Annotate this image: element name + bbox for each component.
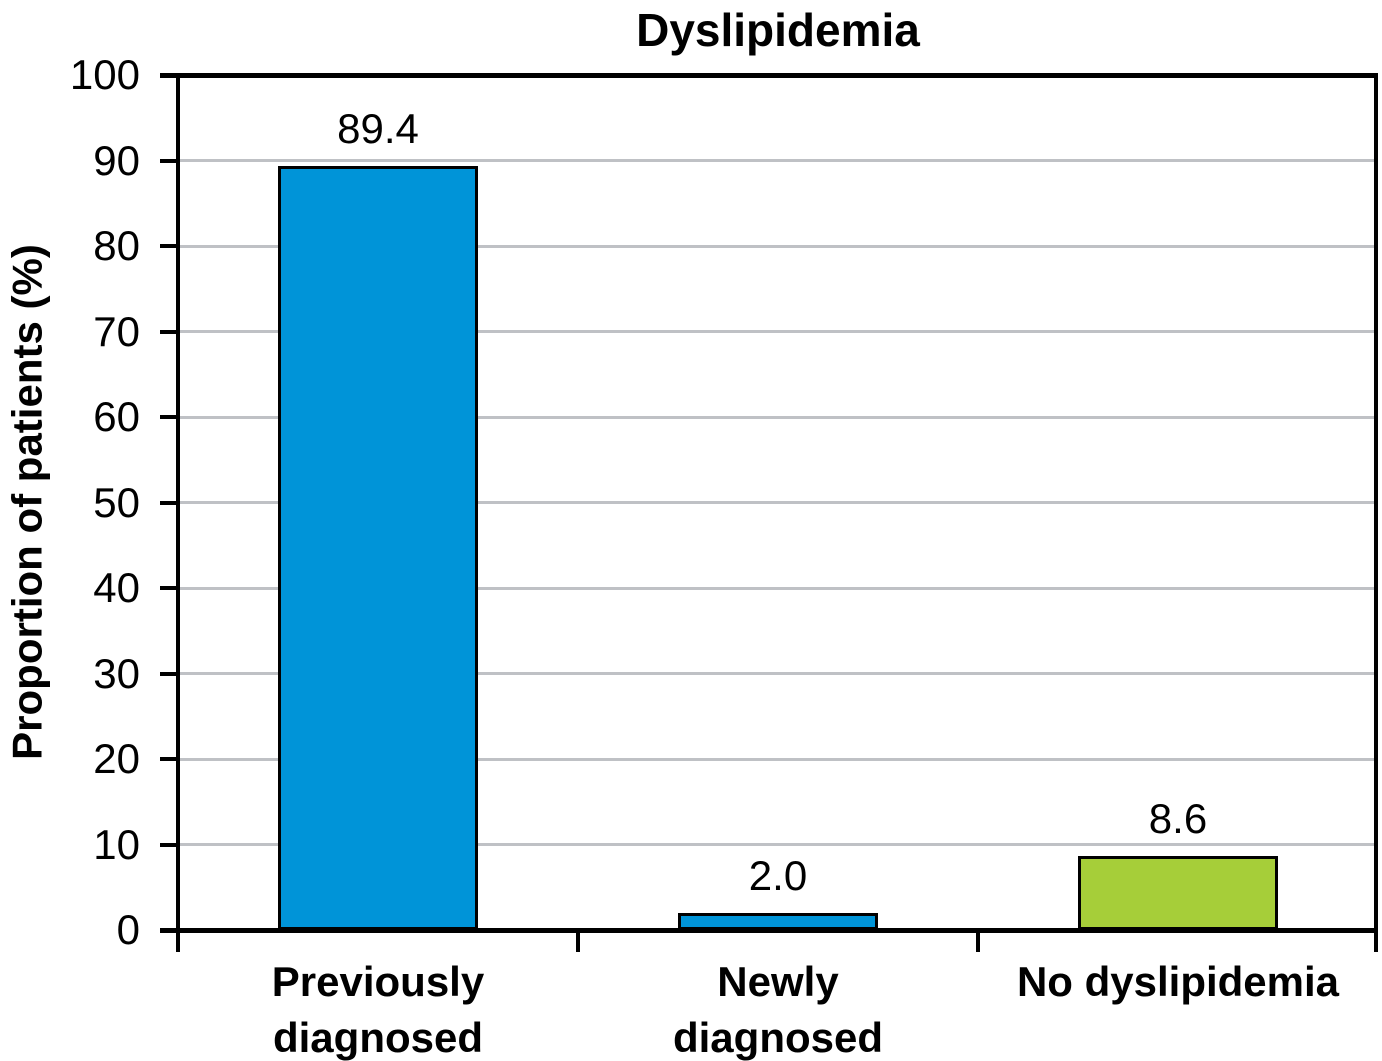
y-tick-20 <box>160 757 178 761</box>
plot-right-border <box>1374 72 1378 952</box>
y-tick-label: 10 <box>93 820 140 868</box>
y-tick-label: 20 <box>93 735 140 782</box>
gridline-20 <box>178 757 1378 761</box>
y-tick-label: 70 <box>93 307 140 355</box>
x-category-label: Newly diagnosed <box>568 954 988 1061</box>
bar-value-label: 8.6 <box>1148 795 1208 843</box>
y-tick-50 <box>160 500 178 505</box>
plot-top-border <box>160 72 1378 78</box>
x-category-label-line: Previously <box>271 958 485 1005</box>
bar-no-dyslipidemia <box>1078 856 1278 930</box>
gridline-50 <box>178 501 1378 504</box>
y-tick-label: 100 <box>69 51 140 98</box>
gridline-40 <box>178 586 1378 590</box>
x-category-label-line: No dyslipidemia <box>1016 958 1340 1005</box>
y-tick-label: 0 <box>116 906 140 953</box>
chart-title: Dyslipidemia <box>636 4 920 56</box>
y-tick-30 <box>160 671 178 676</box>
y-tick-label: 50 <box>93 478 140 526</box>
bar-value-label: 89.4 <box>337 104 419 152</box>
y-tick-label: 40 <box>93 564 140 611</box>
y-tick-label: 60 <box>93 393 140 440</box>
bar-value-label: 2.0 <box>748 851 808 899</box>
gridline-10 <box>178 843 1378 846</box>
x-axis-boundary-tick <box>576 930 580 952</box>
y-tick-label: 80 <box>93 222 140 269</box>
y-tick-70 <box>160 329 178 334</box>
y-tick-label: 30 <box>93 649 140 697</box>
y-tick-60 <box>160 415 178 419</box>
gridline-90 <box>178 159 1378 162</box>
gridline-80 <box>178 244 1378 248</box>
x-axis-boundary-tick <box>976 930 980 952</box>
y-tick-80 <box>160 244 178 248</box>
x-category-label: No dyslipidemia <box>968 954 1382 1010</box>
y-axis-line <box>176 72 180 952</box>
x-category-label-line: Newly <box>717 958 839 1005</box>
x-category-label-line: diagnosed <box>672 1014 884 1061</box>
x-axis-line <box>160 927 1378 933</box>
x-category-label: Previously diagnosed <box>168 954 588 1061</box>
gridline-70 <box>178 330 1378 333</box>
gridline-30 <box>178 672 1378 675</box>
y-tick-90 <box>160 158 178 163</box>
x-category-label-line: diagnosed <box>272 1014 484 1061</box>
y-tick-10 <box>160 842 178 847</box>
gridline-60 <box>178 415 1378 419</box>
bar-previously-diagnosed <box>278 165 478 930</box>
y-tick-40 <box>160 586 178 590</box>
y-tick-label: 90 <box>93 136 140 184</box>
